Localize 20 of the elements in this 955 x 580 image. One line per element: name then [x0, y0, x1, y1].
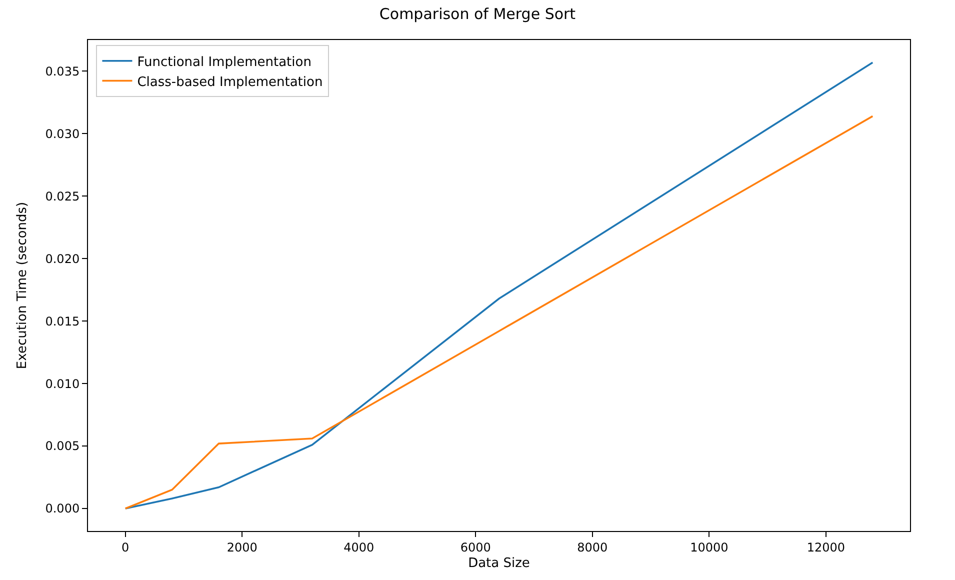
y-tick-label: 0.035 [45, 64, 80, 78]
legend-label: Functional Implementation [137, 54, 312, 70]
y-tick-label: 0.015 [45, 314, 80, 328]
legend-label: Class-based Implementation [137, 74, 323, 90]
x-tick-label: 12000 [806, 540, 846, 554]
chart-title: Comparison of Merge Sort [379, 5, 576, 24]
x-tick-label: 2000 [226, 540, 258, 554]
y-tick-label: 0.025 [45, 189, 80, 204]
y-tick-label: 0.000 [45, 502, 80, 516]
y-tick-label: 0.005 [45, 439, 80, 454]
x-tick-label: 4000 [344, 540, 374, 554]
y-tick-label: 0.020 [45, 252, 80, 266]
x-tick-label: 0 [122, 540, 130, 554]
x-tick-label: 10000 [690, 540, 728, 554]
y-axis-title: Execution Time (seconds) [15, 202, 30, 370]
x-tick-label: 6000 [460, 540, 491, 554]
y-tick-label: 0.010 [45, 376, 80, 391]
y-tick-label: 0.030 [45, 126, 80, 141]
x-tick-label: 8000 [577, 540, 608, 554]
x-axis-title: Data Size [468, 556, 530, 571]
